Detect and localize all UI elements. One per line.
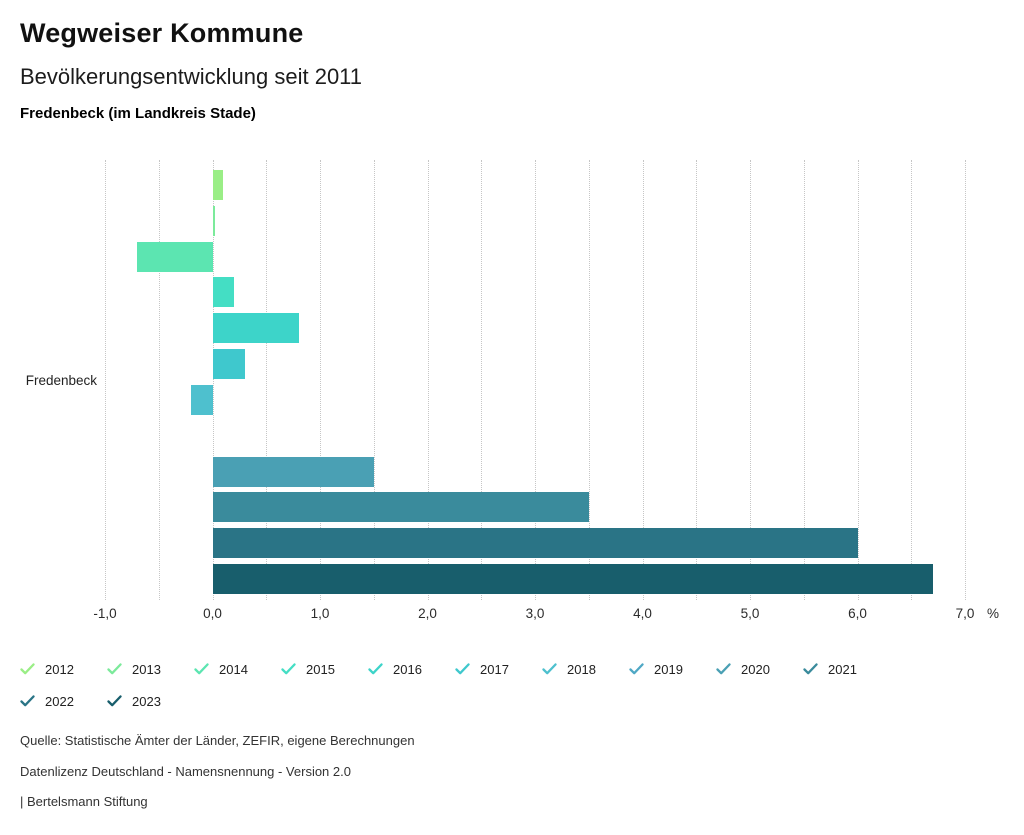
legend-item-2020[interactable]: 2020 (716, 659, 803, 679)
bar-2016[interactable] (212, 313, 299, 344)
legend-label: 2013 (132, 661, 161, 677)
gridline (803, 160, 805, 600)
legend-label: 2019 (654, 661, 683, 677)
gridline (911, 160, 913, 600)
bar-2015[interactable] (212, 277, 234, 308)
chart-legend: 2012 2013 2014 2015 2016 2017 2018 2019 2020 2021… (20, 659, 900, 723)
legend-item-2013[interactable]: 2013 (107, 659, 194, 679)
bar-2021[interactable] (212, 492, 589, 523)
region-subtitle: Fredenbeck (im Landkreis Stade) (20, 105, 256, 122)
checkmark-icon (716, 663, 731, 675)
legend-item-2015[interactable]: 2015 (281, 659, 368, 679)
x-tick-3: 3,0 (525, 606, 545, 621)
x-tick-0: 0,0 (203, 606, 222, 621)
checkmark-icon (20, 695, 35, 707)
bar-2022[interactable] (212, 528, 858, 559)
checkmark-icon (281, 663, 296, 675)
legend-label: 2015 (306, 661, 335, 677)
chart-title: Bevölkerungsentwicklung seit 2011 (20, 64, 363, 89)
legend-label: 2023 (132, 693, 161, 709)
legend-item-2012[interactable]: 2012 (20, 659, 107, 679)
checkmark-icon (455, 663, 470, 675)
gridline (105, 160, 106, 600)
x-tick-2: 2,0 (418, 606, 437, 621)
gridline (158, 160, 160, 600)
gridline (373, 160, 375, 600)
checkmark-icon (194, 663, 209, 675)
bar-2013[interactable] (212, 205, 215, 236)
bar-2012[interactable] (212, 170, 224, 200)
gridline (750, 160, 751, 600)
attribution-note: | Bertelsmann Stiftung (20, 794, 148, 809)
legend-item-2016[interactable]: 2016 (368, 659, 455, 679)
checkmark-icon (107, 663, 122, 675)
x-tick-4: 4,0 (633, 606, 652, 621)
gridline (212, 160, 214, 600)
checkmark-icon (803, 663, 818, 675)
bar-2018[interactable] (191, 384, 213, 415)
gridline (481, 160, 483, 600)
gridline (588, 160, 590, 600)
legend-label: 2018 (567, 661, 596, 677)
x-tick-5: 5,0 (740, 606, 760, 621)
bar-2017[interactable] (212, 349, 245, 380)
legend-label: 2012 (45, 661, 74, 677)
legend-item-2021[interactable]: 2021 (803, 659, 890, 679)
gridline (696, 160, 698, 600)
gridline (642, 160, 644, 600)
checkmark-icon (542, 663, 557, 675)
gridline (965, 160, 966, 600)
legend-item-2023[interactable]: 2023 (107, 691, 194, 711)
gridline (320, 160, 321, 600)
bar-2020[interactable] (212, 456, 374, 487)
gridline (266, 160, 268, 600)
x-tick-7: 7,0 (955, 606, 975, 621)
legend-item-2018[interactable]: 2018 (542, 659, 629, 679)
bar-2023[interactable] (212, 564, 933, 595)
axis-unit-label: % (986, 606, 999, 621)
app-title: Wegweiser Kommune (20, 18, 304, 48)
x-tick--1: -1,0 (93, 606, 117, 621)
legend-label: 2022 (45, 693, 74, 709)
gridline (535, 160, 536, 600)
category-label: Fredenbeck (25, 373, 97, 388)
gridline (427, 160, 429, 600)
legend-item-2017[interactable]: 2017 (455, 659, 542, 679)
license-note: Datenlizenz Deutschland - Namensnennung … (20, 764, 351, 779)
legend-label: 2021 (828, 661, 857, 677)
checkmark-icon (107, 695, 122, 707)
legend-item-2014[interactable]: 2014 (194, 659, 281, 679)
legend-item-2022[interactable]: 2022 (20, 691, 107, 711)
x-tick-6: 6,0 (848, 606, 867, 621)
legend-label: 2016 (393, 661, 422, 677)
legend-label: 2017 (480, 661, 509, 677)
checkmark-icon (368, 663, 383, 675)
legend-item-2019[interactable]: 2019 (629, 659, 716, 679)
source-note: Quelle: Statistische Ämter der Länder, Z… (20, 733, 415, 748)
checkmark-icon (20, 663, 35, 675)
legend-label: 2020 (741, 661, 770, 677)
gridline (857, 160, 859, 600)
x-tick-1: 1,0 (310, 606, 330, 621)
legend-label: 2014 (219, 661, 248, 677)
checkmark-icon (629, 663, 644, 675)
bar-2014[interactable] (137, 241, 213, 272)
